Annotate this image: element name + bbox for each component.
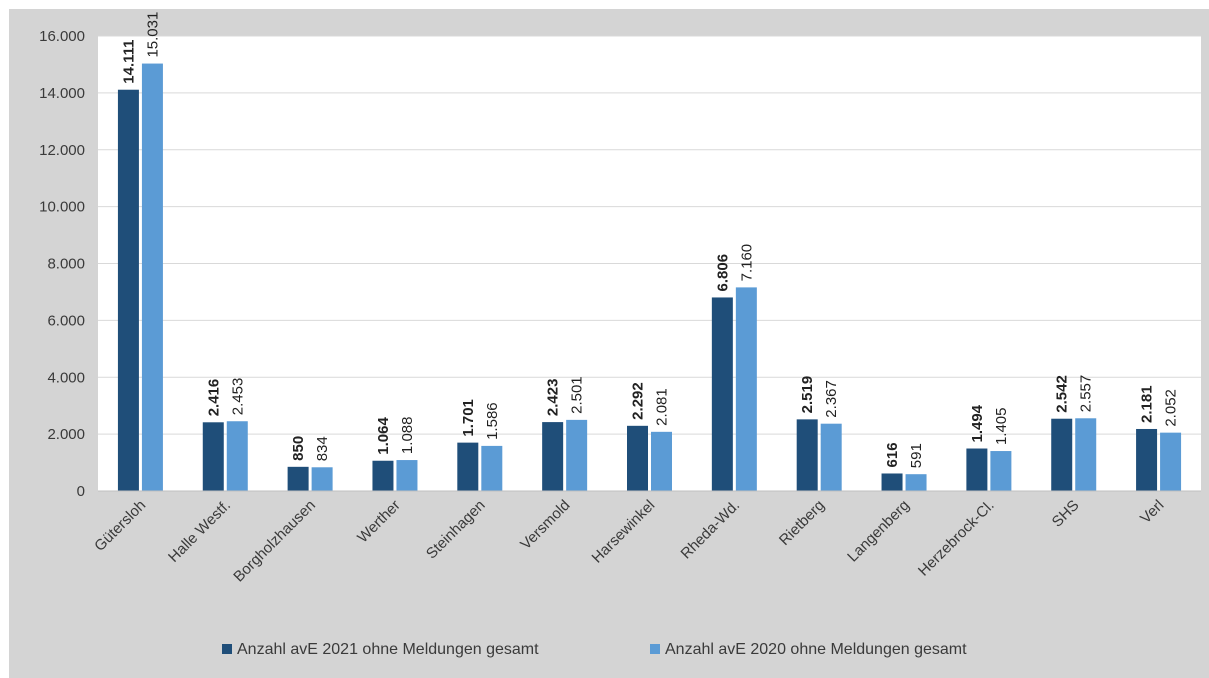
x-category-label: Werther (354, 497, 404, 547)
y-tick-label: 8.000 (47, 256, 85, 273)
bar-2020 (990, 451, 1012, 491)
value-label-2020: 1.088 (399, 417, 416, 455)
x-category-label: Steinhagen (423, 497, 489, 563)
value-label-2021: 1.064 (375, 417, 392, 455)
y-tick-label: 10.000 (39, 199, 85, 216)
x-category-label: Borgholzhausen (230, 497, 319, 586)
value-label-2021: 1.701 (460, 399, 477, 437)
bars (117, 63, 1182, 491)
y-tick-label: 0 (77, 483, 85, 500)
value-label-2021: 1.494 (969, 404, 986, 442)
bar-2021 (117, 89, 139, 491)
value-label-2021: 2.423 (545, 379, 562, 417)
x-category-label: Halle Westf. (165, 497, 234, 566)
legend: Anzahl avE 2021 ohne Meldungen gesamt An… (222, 641, 967, 658)
x-category-label: Langenberg (844, 497, 913, 566)
value-label-2020: 2.501 (569, 376, 586, 414)
value-labels: 14.111 15.031 2.416 2.453 850 834 1.064 1.088 1.… (120, 12, 1179, 469)
bar-2021 (881, 473, 903, 491)
y-tick-label: 6.000 (47, 312, 85, 329)
bar-2020 (905, 474, 927, 491)
legend-swatch-2020 (650, 644, 660, 654)
y-axis-ticks: 0 2.000 4.000 6.000 8.000 10.000 12.000 14.000 1… (39, 28, 85, 500)
bar-2020 (396, 460, 418, 491)
value-label-2021: 2.519 (799, 376, 816, 414)
x-category-label: Harsewinkel (589, 497, 659, 567)
value-label-2020: 2.081 (654, 388, 671, 426)
value-label-2020: 2.367 (823, 380, 840, 418)
value-label-2021: 2.542 (1054, 375, 1071, 413)
value-label-2020: 15.031 (144, 12, 161, 58)
value-label-2020: 2.453 (229, 378, 246, 416)
bar-2021 (542, 422, 564, 491)
gridlines (98, 35, 1201, 435)
legend-label-2021: Anzahl avE 2021 ohne Meldungen gesamt (237, 641, 539, 658)
bar-2020 (141, 63, 163, 491)
value-label-2020: 591 (908, 443, 925, 468)
chart-frame: 0 2.000 4.000 6.000 8.000 10.000 12.000 14.000 1… (9, 9, 1209, 678)
x-category-label: SHS (1049, 497, 1083, 531)
bar-2021 (966, 448, 988, 491)
legend-label-2020: Anzahl avE 2020 ohne Meldungen gesamt (665, 641, 967, 658)
bar-2020 (226, 421, 248, 491)
x-category-label: Rietberg (776, 497, 828, 549)
value-label-2020: 2.557 (1078, 375, 1095, 413)
value-label-2021: 2.416 (205, 379, 222, 417)
bar-2020 (311, 467, 333, 491)
bar-2020 (735, 287, 757, 491)
bar-2020 (820, 423, 842, 491)
bar-2021 (1136, 428, 1158, 491)
x-category-label: Rheda-Wd. (678, 497, 744, 563)
x-category-label: Herzebrock-Cl. (915, 497, 998, 580)
bar-2021 (457, 442, 479, 491)
value-label-2021: 14.111 (120, 39, 137, 83)
value-label-2020: 834 (314, 436, 331, 461)
value-label-2021: 850 (290, 436, 307, 461)
bar-2021 (372, 460, 394, 491)
y-tick-label: 12.000 (39, 142, 85, 159)
bar-2020 (481, 445, 503, 491)
legend-swatch-2021 (222, 644, 232, 654)
bar-2020 (651, 431, 672, 491)
y-tick-label: 2.000 (47, 426, 85, 443)
bar-2021 (1051, 418, 1073, 491)
x-category-label: Versmold (517, 497, 573, 553)
bar-2020 (566, 419, 588, 491)
value-label-2021: 2.181 (1139, 385, 1156, 423)
y-tick-label: 4.000 (47, 369, 85, 386)
bar-2021 (287, 466, 309, 491)
bar-2021 (711, 297, 733, 491)
bar-2021 (796, 419, 818, 491)
bar-chart: 0 2.000 4.000 6.000 8.000 10.000 12.000 14.000 1… (39, 12, 1201, 658)
value-label-2021: 6.806 (714, 254, 731, 292)
bar-2021 (627, 425, 648, 491)
bar-2021 (202, 422, 224, 491)
value-label-2021: 2.292 (630, 382, 647, 420)
x-axis-labels: Gütersloh Halle Westf.Borgholzhausen Werth… (91, 497, 1167, 586)
value-label-2020: 1.586 (484, 402, 501, 440)
y-tick-label: 16.000 (39, 28, 85, 45)
value-label-2020: 7.160 (738, 244, 755, 282)
value-label-2021: 616 (884, 442, 901, 467)
y-tick-label: 14.000 (39, 85, 85, 102)
x-category-label: Gütersloh (91, 497, 149, 555)
bar-2020 (1075, 418, 1097, 491)
value-label-2020: 1.405 (993, 407, 1010, 445)
bar-2020 (1160, 432, 1182, 491)
value-label-2020: 2.052 (1163, 389, 1180, 427)
x-category-label: Verl (1137, 497, 1167, 527)
